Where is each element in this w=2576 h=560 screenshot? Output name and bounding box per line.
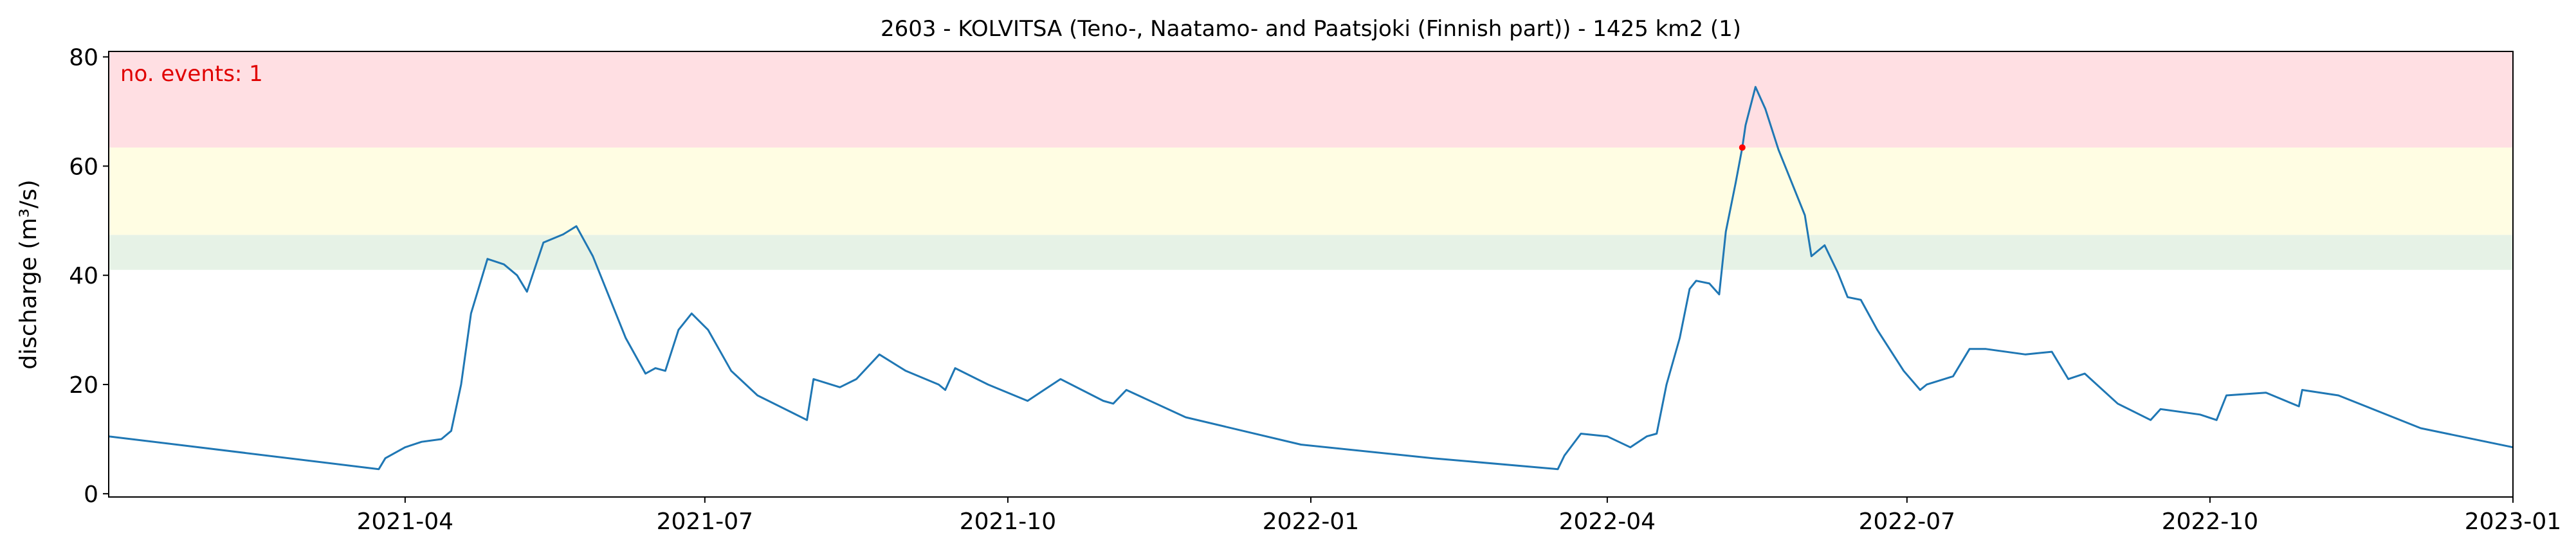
y-tick-label: 60 [69,154,98,180]
x-tick-label: 2022-04 [1559,509,1656,535]
threshold-band [109,51,2513,148]
y-tick-label: 20 [69,372,98,399]
events-annotation: no. events: 1 [120,61,263,87]
event-marker [1739,144,1746,151]
x-tick-label: 2021-07 [657,509,753,535]
x-tick-label: 2022-01 [1263,509,1359,535]
x-tick-label: 2022-10 [2162,509,2258,535]
x-tick-label: 2023-01 [2465,509,2561,535]
discharge-line [108,86,2514,471]
threshold-band [109,147,2513,235]
threshold-band [109,235,2513,270]
y-axis-label: discharge (m³/s) [15,179,42,369]
y-tick-label: 0 [84,482,98,508]
y-tick-label: 80 [69,44,98,71]
x-tick-label: 2022-07 [1859,509,1955,535]
x-tick-label: 2021-10 [960,509,1056,535]
x-tick-label: 2021-04 [357,509,453,535]
plot-frame [108,51,2514,498]
y-tick-label: 40 [69,263,98,289]
chart-title: 2603 - KOLVITSA (Teno-, Naatamo- and Paa… [881,16,1741,42]
